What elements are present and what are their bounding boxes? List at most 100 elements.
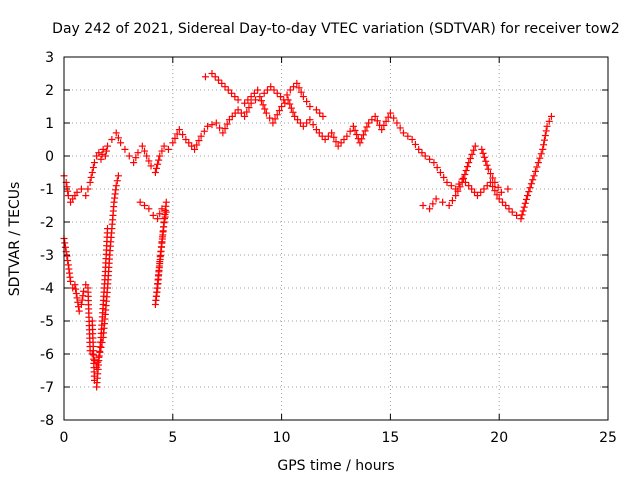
data-point (454, 187, 462, 195)
data-point (75, 307, 83, 315)
data-point (273, 111, 281, 119)
data-point (529, 176, 537, 184)
x-axis-label: GPS time / hours (277, 458, 394, 474)
data-point (463, 163, 471, 171)
data-point (508, 208, 516, 216)
data-point (273, 89, 281, 97)
data-point (74, 298, 82, 306)
data-point (378, 126, 386, 134)
data-point (312, 106, 320, 114)
data-point (316, 109, 324, 117)
x-tick-label: 5 (168, 430, 177, 446)
data-point (332, 138, 340, 146)
data-point (525, 188, 533, 196)
data-point (521, 199, 529, 207)
data-point (63, 183, 71, 191)
data-point (234, 96, 242, 104)
data-point (254, 86, 262, 94)
data-point (504, 185, 512, 193)
data-point (77, 185, 85, 193)
data-point (384, 113, 392, 121)
data-point (245, 104, 253, 112)
data-point (86, 178, 94, 186)
data-point (429, 200, 437, 208)
data-point (399, 129, 407, 137)
data-point (251, 96, 259, 104)
data-point (482, 157, 490, 165)
data-point (426, 205, 434, 213)
data-point (64, 187, 72, 195)
y-tick-label: -3 (40, 248, 54, 264)
data-point (433, 164, 441, 172)
data-point (223, 120, 231, 128)
data-point (436, 169, 444, 176)
y-tick-label: -5 (40, 314, 54, 330)
data-point (489, 183, 497, 191)
data-point (95, 149, 103, 157)
data-point (493, 191, 501, 199)
data-point (64, 257, 72, 264)
data-point (260, 89, 268, 97)
data-point (89, 164, 97, 172)
data-point (478, 145, 486, 153)
data-point (543, 122, 551, 130)
y-tick-label: -1 (40, 182, 54, 198)
data-point (466, 154, 474, 162)
data-point (266, 114, 274, 122)
data-point (143, 152, 151, 160)
data-point (460, 174, 468, 182)
data-point (275, 107, 283, 115)
data-point (114, 134, 122, 142)
data-point (141, 147, 149, 155)
data-point (156, 210, 164, 218)
data-point (430, 159, 438, 167)
data-point (212, 119, 220, 127)
data-point (71, 281, 79, 289)
data-point (494, 183, 502, 191)
data-point (247, 93, 255, 101)
data-point (169, 139, 177, 147)
data-point (480, 153, 488, 161)
data-point (201, 73, 209, 81)
y-tick-label: -6 (40, 347, 54, 363)
data-point (193, 141, 201, 149)
data-point (113, 177, 121, 185)
data-point (477, 188, 485, 196)
data-point (191, 145, 199, 153)
data-point (540, 141, 548, 149)
data-point (99, 145, 107, 153)
data-point (349, 122, 357, 130)
data-point (147, 162, 155, 170)
y-tick-label: 1 (45, 116, 54, 132)
data-point (156, 152, 164, 160)
data-point (155, 156, 163, 164)
data-point (102, 147, 110, 155)
data-point (237, 109, 245, 117)
data-point (498, 198, 506, 206)
data-point (537, 150, 545, 158)
data-point (179, 131, 187, 139)
data-point (545, 117, 553, 125)
y-tick-label: -8 (40, 413, 54, 429)
data-point (289, 108, 297, 116)
data-point (79, 292, 87, 300)
axis-ticks: 0 5 10 15 20 25 -8 -7 -6 -5 -4 -3 -2 -1 0 1 2 3 (40, 50, 617, 446)
data-point (534, 159, 542, 167)
data-point (244, 96, 252, 104)
data-point (408, 136, 416, 143)
data-point (278, 103, 286, 110)
data-point (241, 112, 249, 120)
data-point (396, 124, 404, 132)
data-point (261, 105, 269, 113)
data-point (231, 93, 239, 101)
data-point (208, 121, 216, 129)
data-point (243, 108, 251, 116)
data-point (523, 192, 531, 200)
data-point (461, 170, 469, 178)
data-point (533, 163, 541, 171)
data-point (80, 287, 88, 295)
data-point (136, 198, 144, 206)
data-point (64, 192, 72, 200)
data-point (84, 185, 92, 193)
